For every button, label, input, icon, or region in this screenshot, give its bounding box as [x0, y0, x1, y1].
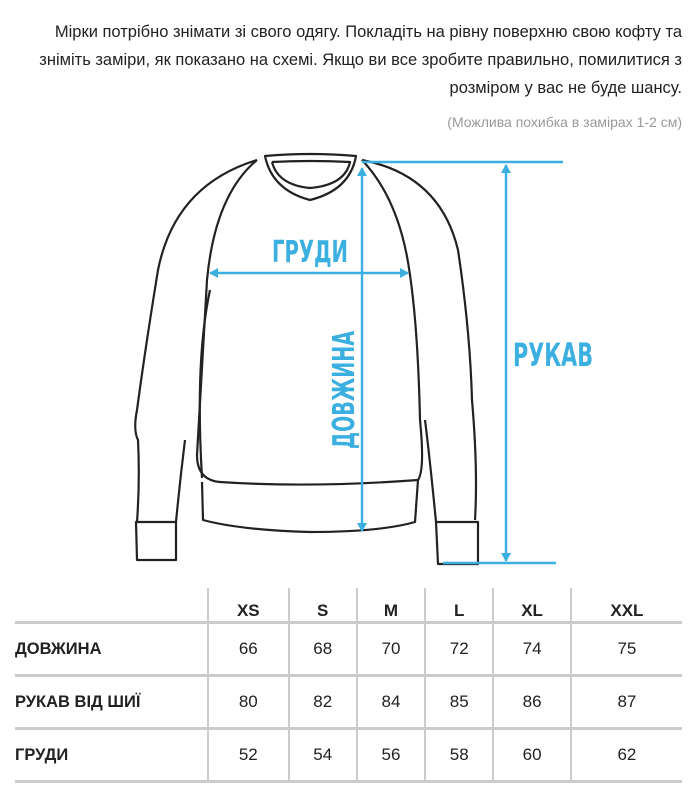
table-header-row: XS S M L XL XXL	[15, 588, 682, 624]
cell: 80	[207, 675, 289, 730]
size-l: L	[424, 588, 494, 624]
intro-text: Мірки потрібно знімати зі свого одягу. П…	[39, 23, 682, 97]
size-s: S	[287, 588, 357, 624]
sleeve-label: РУКАВ	[513, 336, 593, 374]
size-table: XS S M L XL XXL ДОВЖИНА 66 68 70 72 74 7…	[15, 588, 682, 783]
cell: 54	[287, 728, 357, 783]
cell: 82	[287, 675, 357, 730]
length-label: ДОВЖИНА	[327, 331, 362, 449]
cell: 52	[207, 728, 289, 783]
measurement-note: (Можлива похибка в замірах 1-2 см)	[447, 114, 682, 130]
cell: 70	[355, 622, 426, 677]
size-m: M	[355, 588, 426, 624]
row-label: ДОВЖИНА	[15, 622, 208, 677]
table-row: РУКАВ ВІД ШИЇ 80 82 84 85 86 87	[15, 675, 682, 730]
cell: 68	[287, 622, 357, 677]
sweater-outline	[134, 152, 480, 566]
cell: 87	[569, 675, 682, 730]
size-xxl: XXL	[569, 588, 682, 624]
cell: 56	[355, 728, 426, 783]
cell: 86	[492, 675, 571, 730]
size-xs: XS	[207, 588, 289, 624]
row-label: РУКАВ ВІД ШИЇ	[15, 675, 208, 730]
size-xl: XL	[492, 588, 571, 624]
table-row: ГРУДИ 52 54 56 58 60 62	[15, 728, 682, 783]
cell: 75	[569, 622, 682, 677]
cell: 58	[424, 728, 494, 783]
measurement-lines	[209, 160, 563, 565]
sweater-diagram: ГРУДИ РУКАВ ДОВЖИНА	[134, 152, 593, 566]
cell: 66	[207, 622, 289, 677]
cell: 84	[355, 675, 426, 730]
cell: 74	[492, 622, 571, 677]
table-row: ДОВЖИНА 66 68 70 72 74 75	[15, 622, 682, 677]
cell: 60	[492, 728, 571, 783]
row-label: ГРУДИ	[15, 728, 208, 783]
cell: 62	[569, 728, 682, 783]
header-empty	[15, 588, 208, 624]
chest-label: ГРУДИ	[272, 235, 348, 270]
cell: 72	[424, 622, 494, 677]
cell: 85	[424, 675, 494, 730]
